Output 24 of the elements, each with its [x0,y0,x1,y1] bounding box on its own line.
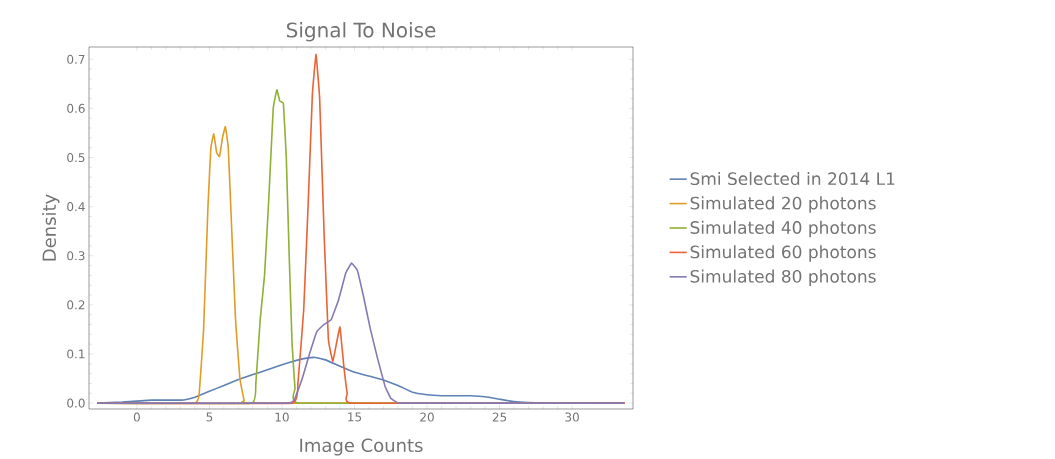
y-tick-label: 0.5 [67,153,85,163]
y-tick-label: 0.6 [67,103,85,113]
legend-label: Simulated 40 photons [690,220,876,238]
y-tick-label: 0.3 [67,251,85,261]
y-tick-label: 0.1 [67,349,85,359]
x-tick-label: 30 [565,412,579,422]
x-tick-label: 15 [348,412,362,422]
x-tick-label: 5 [206,412,213,422]
legend-label: Simulated 60 photons [690,245,876,262]
legend-label: Simulated 80 photons [690,269,876,287]
x-tick-label: 0 [133,412,140,422]
y-axis-title: Density [42,194,60,261]
x-axis-title: Image Counts [300,438,423,456]
y-tick-label: 0.7 [67,54,85,64]
y-tick-label: 0.4 [67,202,85,212]
y-tick-label: 0.0 [67,398,85,408]
y-tick-label: 0.2 [67,300,85,310]
legend-label: Smi Selected in 2014 L1 [690,172,895,186]
x-tick-label: 20 [420,412,434,422]
chart-title: Signal To Noise [286,22,436,42]
legend-label: Simulated 20 photons [690,196,876,213]
line-series [96,262,626,405]
x-tick-label: 25 [492,412,507,422]
x-tick-label: 10 [275,412,289,422]
